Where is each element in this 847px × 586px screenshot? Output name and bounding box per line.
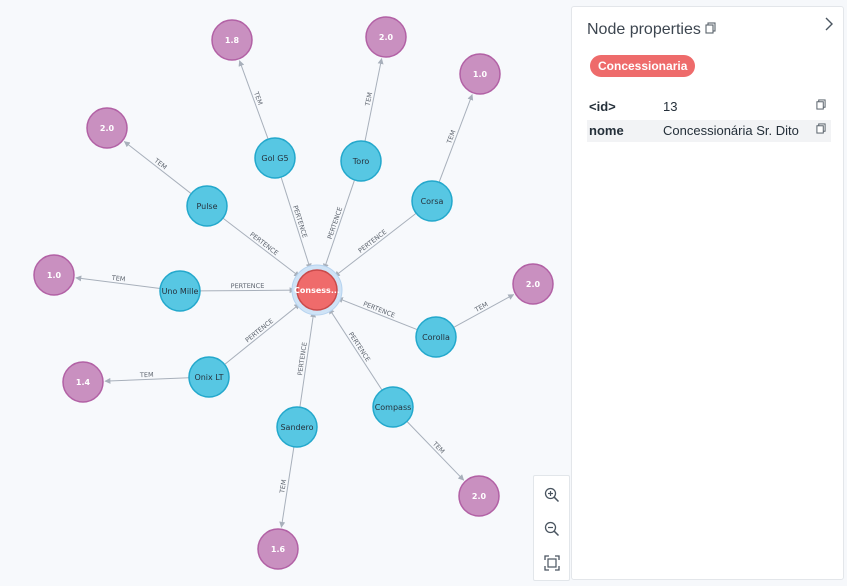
node-rating-corolla[interactable] — [512, 263, 554, 305]
pertence-compass-edge-label: PERTENCE — [347, 331, 372, 364]
pertence-onix-edge-label: PERTENCE — [244, 317, 275, 344]
tem-sandero-edge-label: TEM — [278, 479, 288, 495]
node-rating-corsa-label: 1.0 — [473, 70, 488, 79]
tem-toro-edge[interactable] — [364, 57, 384, 142]
node-rating-toro-label: 2.0 — [379, 33, 394, 42]
pertence-gol-edge-label: PERTENCE — [291, 204, 309, 238]
pertence-compass-edge[interactable] — [328, 307, 383, 391]
fit-to-screen-icon — [543, 555, 560, 571]
zoom-out-button[interactable] — [534, 512, 569, 546]
copy-icon[interactable] — [816, 98, 826, 113]
pertence-toro-edge-label: PERTENCE — [326, 206, 344, 240]
node-rating-uno-label: 1.0 — [47, 271, 62, 280]
tem-uno-edge-label: TEM — [110, 274, 126, 284]
tem-toro-edge-label: TEM — [363, 92, 374, 108]
node-car-corolla[interactable] — [415, 316, 457, 358]
node-rating-onix[interactable] — [62, 361, 104, 403]
zoom-out-icon — [544, 521, 559, 537]
node-rating-toro[interactable] — [365, 16, 407, 58]
property-row-nome: nome Concessionária Sr. Dito — [587, 120, 831, 142]
node-car-toro[interactable] — [340, 140, 382, 182]
node-car-corsa[interactable] — [411, 180, 453, 222]
pertence-sandero-edge[interactable] — [299, 311, 317, 408]
property-value: Concessionária Sr. Dito — [663, 123, 799, 138]
pertence-onix-edge[interactable] — [224, 303, 301, 365]
node-concessionaria-label: Consess... — [294, 286, 340, 295]
tem-corolla-edge[interactable] — [453, 294, 515, 328]
node-car-sandero[interactable] — [276, 406, 318, 448]
tem-uno-edge[interactable] — [75, 275, 161, 289]
property-row-id: <id> 13 — [587, 96, 831, 118]
node-car-pulse-label: Pulse — [196, 202, 217, 211]
property-key: <id> — [589, 99, 616, 114]
node-concessionaria[interactable] — [296, 269, 338, 311]
node-car-gol-label: Gol G5 — [261, 154, 288, 163]
node-car-corolla-label: Corolla — [422, 333, 450, 342]
node-rating-uno[interactable] — [33, 254, 75, 296]
tem-sandero-edge[interactable] — [279, 446, 295, 528]
node-rating-corsa[interactable] — [459, 53, 501, 95]
node-car-onix[interactable] — [188, 356, 230, 398]
tem-pulse-edge[interactable] — [123, 141, 192, 195]
tem-onix-edge[interactable] — [104, 377, 190, 384]
node-label-chip[interactable]: Concessionaria — [590, 55, 696, 77]
fit-to-screen-button[interactable] — [534, 546, 569, 580]
pertence-corsa-edge-label: PERTENCE — [357, 228, 389, 255]
pertence-pulse-edge-label: PERTENCE — [248, 230, 280, 257]
node-rating-onix-label: 1.4 — [76, 378, 91, 387]
node-rating-pulse[interactable] — [86, 107, 128, 149]
node-car-toro-label: Toro — [352, 157, 370, 166]
node-car-uno[interactable] — [159, 270, 201, 312]
pertence-pulse-edge[interactable] — [222, 217, 300, 278]
tem-gol-edge[interactable] — [238, 60, 269, 140]
tem-compass-edge[interactable] — [406, 421, 465, 481]
pertence-corsa-edge[interactable] — [333, 212, 417, 277]
node-rating-compass-label: 2.0 — [472, 492, 487, 501]
property-value: 13 — [663, 99, 678, 114]
pertence-toro-edge[interactable] — [323, 179, 356, 270]
node-rating-compass[interactable] — [458, 475, 500, 517]
node-rating-sandero[interactable] — [257, 528, 299, 570]
copy-icon[interactable] — [816, 122, 826, 137]
node-rating-corolla-label: 2.0 — [526, 280, 541, 289]
zoom-in-icon — [544, 487, 559, 503]
node-car-uno-label: Uno Mille — [162, 287, 199, 296]
property-key: nome — [589, 123, 624, 138]
node-car-sandero-label: Sandero — [280, 423, 313, 432]
panel-title-text: Node properties — [587, 21, 701, 39]
graph-canvas[interactable]: PERTENCE TEM PERTENCE TEM PERTENCE TEM PERTENC… — [0, 0, 570, 586]
node-rating-sandero-label: 1.6 — [271, 545, 286, 554]
tem-onix-edge-label: TEM — [139, 371, 154, 380]
zoom-controls — [533, 475, 570, 581]
pertence-gol-edge[interactable] — [280, 176, 312, 270]
graph-svg[interactable]: PERTENCE TEM PERTENCE TEM PERTENCE TEM PERTENC… — [0, 0, 570, 586]
tem-corsa-edge[interactable] — [438, 94, 474, 183]
pertence-uno-edge-label: PERTENCE — [231, 282, 265, 290]
node-car-onix-label: Onix LT — [194, 373, 223, 382]
node-rating-gol[interactable] — [211, 19, 253, 61]
node-car-compass-label: Compass — [375, 403, 412, 412]
node-rating-gol-label: 1.8 — [225, 36, 240, 45]
zoom-in-button[interactable] — [534, 478, 569, 512]
pertence-corolla-edge[interactable] — [336, 297, 418, 331]
chevron-right-icon — [825, 17, 833, 31]
pertence-uno-edge[interactable] — [199, 287, 296, 294]
node-car-corsa-label: Corsa — [421, 197, 444, 206]
node-rating-pulse-label: 2.0 — [100, 124, 115, 133]
node-properties-panel: Node properties Concessionaria <id> 13 n… — [571, 6, 844, 580]
node-car-gol[interactable] — [254, 137, 296, 179]
node-car-compass[interactable] — [372, 386, 414, 428]
copy-icon[interactable] — [705, 21, 716, 39]
collapse-panel-button[interactable] — [821, 16, 837, 32]
panel-title: Node properties — [587, 21, 716, 39]
node-car-pulse[interactable] — [186, 185, 228, 227]
